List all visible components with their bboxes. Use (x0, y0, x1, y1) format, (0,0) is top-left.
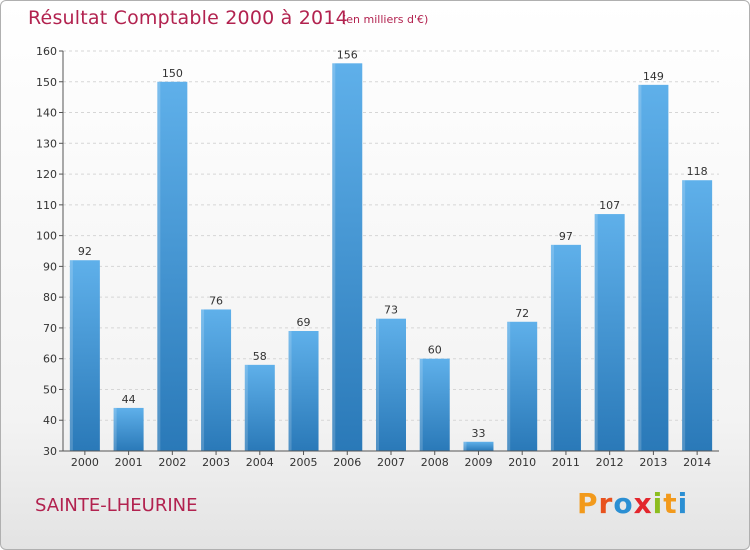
x-tick-label: 2004 (246, 456, 274, 469)
y-tick-label: 30 (43, 445, 57, 458)
value-label: 107 (599, 199, 620, 212)
x-tick-label: 2014 (683, 456, 711, 469)
y-tick-label: 140 (36, 107, 57, 120)
y-tick-label: 80 (43, 291, 57, 304)
bar (419, 358, 450, 451)
bar (201, 309, 232, 451)
x-tick-label: 2002 (158, 456, 186, 469)
bar (682, 180, 713, 451)
value-label: 76 (209, 294, 223, 307)
bar-highlight (463, 441, 467, 451)
x-tick-label: 2013 (639, 456, 667, 469)
x-tick-label: 2009 (464, 456, 492, 469)
x-tick-label: 2008 (421, 456, 449, 469)
proxiti-logo[interactable]: Proxiti (577, 487, 688, 520)
x-tick-label: 2010 (508, 456, 536, 469)
x-tick-label: 2006 (333, 456, 361, 469)
x-tick-label: 2007 (377, 456, 405, 469)
x-tick-label: 2003 (202, 456, 230, 469)
logo-letter: o (613, 487, 634, 520)
value-label: 92 (78, 245, 92, 258)
chart-title: Résultat Comptable 2000 à 2014 (28, 7, 348, 29)
value-label: 69 (297, 316, 311, 329)
bar (113, 407, 144, 451)
x-tick-label: 2012 (596, 456, 624, 469)
bar-highlight (332, 63, 336, 452)
bar (376, 318, 406, 451)
value-label: 156 (337, 48, 358, 61)
bar-highlight (638, 84, 642, 451)
bar (332, 63, 363, 452)
logo-letter: t (663, 487, 678, 520)
value-label: 97 (559, 230, 573, 243)
logo-letter: P (577, 487, 599, 520)
bar-highlight (594, 214, 598, 451)
y-tick-label: 100 (36, 230, 57, 243)
bar-highlight (201, 309, 205, 451)
bar-highlight (550, 244, 554, 451)
y-tick-label: 60 (43, 353, 57, 366)
logo-letter: r (598, 487, 614, 520)
bar-highlight (419, 358, 423, 451)
y-tick-label: 150 (36, 76, 57, 89)
y-tick-label: 50 (43, 383, 57, 396)
bar (288, 331, 319, 451)
value-label: 60 (428, 344, 442, 357)
x-tick-label: 2005 (290, 456, 318, 469)
bar-highlight (113, 407, 117, 451)
y-tick-label: 110 (36, 199, 57, 212)
logo-letter: x (633, 487, 653, 520)
y-tick-label: 130 (36, 137, 57, 150)
bar-layer (69, 63, 713, 452)
bar-highlight (157, 81, 161, 452)
logo-letter: i (652, 487, 664, 520)
bar-highlight (507, 321, 511, 451)
bar (69, 260, 100, 451)
bar (244, 364, 275, 451)
value-label: 73 (384, 304, 398, 317)
bar-highlight (682, 180, 686, 451)
y-tick-label: 70 (43, 322, 57, 335)
axis-layer: 30 40 50 60 70 80 90 100 110 120 130 140 150 160 92 200… (36, 45, 719, 469)
x-tick-label: 2011 (552, 456, 580, 469)
bar-highlight (69, 260, 73, 451)
bar-highlight (244, 364, 248, 451)
y-tick-label: 120 (36, 168, 57, 181)
bar (550, 244, 581, 451)
bar-highlight (288, 331, 292, 451)
chart-subtitle: (en milliers d'€) (342, 13, 429, 26)
bar (157, 81, 188, 452)
x-tick-label: 2001 (115, 456, 143, 469)
bar (594, 214, 625, 451)
y-tick-label: 160 (36, 45, 57, 58)
value-label: 72 (515, 307, 529, 320)
value-label: 33 (471, 427, 485, 440)
value-label: 118 (687, 165, 708, 178)
y-tick-label: 90 (43, 260, 57, 273)
value-label: 150 (162, 67, 183, 80)
value-label: 58 (253, 350, 267, 363)
bar-highlight (376, 318, 379, 451)
y-tick-label: 40 (43, 414, 57, 427)
bar (638, 84, 669, 451)
value-label: 149 (643, 70, 664, 83)
logo-letter: i (677, 487, 689, 520)
value-label: 44 (122, 393, 136, 406)
bar (507, 321, 538, 451)
x-tick-label: 2000 (71, 456, 99, 469)
commune-name: SAINTE-LHEURINE (35, 495, 198, 516)
bar (463, 441, 494, 451)
